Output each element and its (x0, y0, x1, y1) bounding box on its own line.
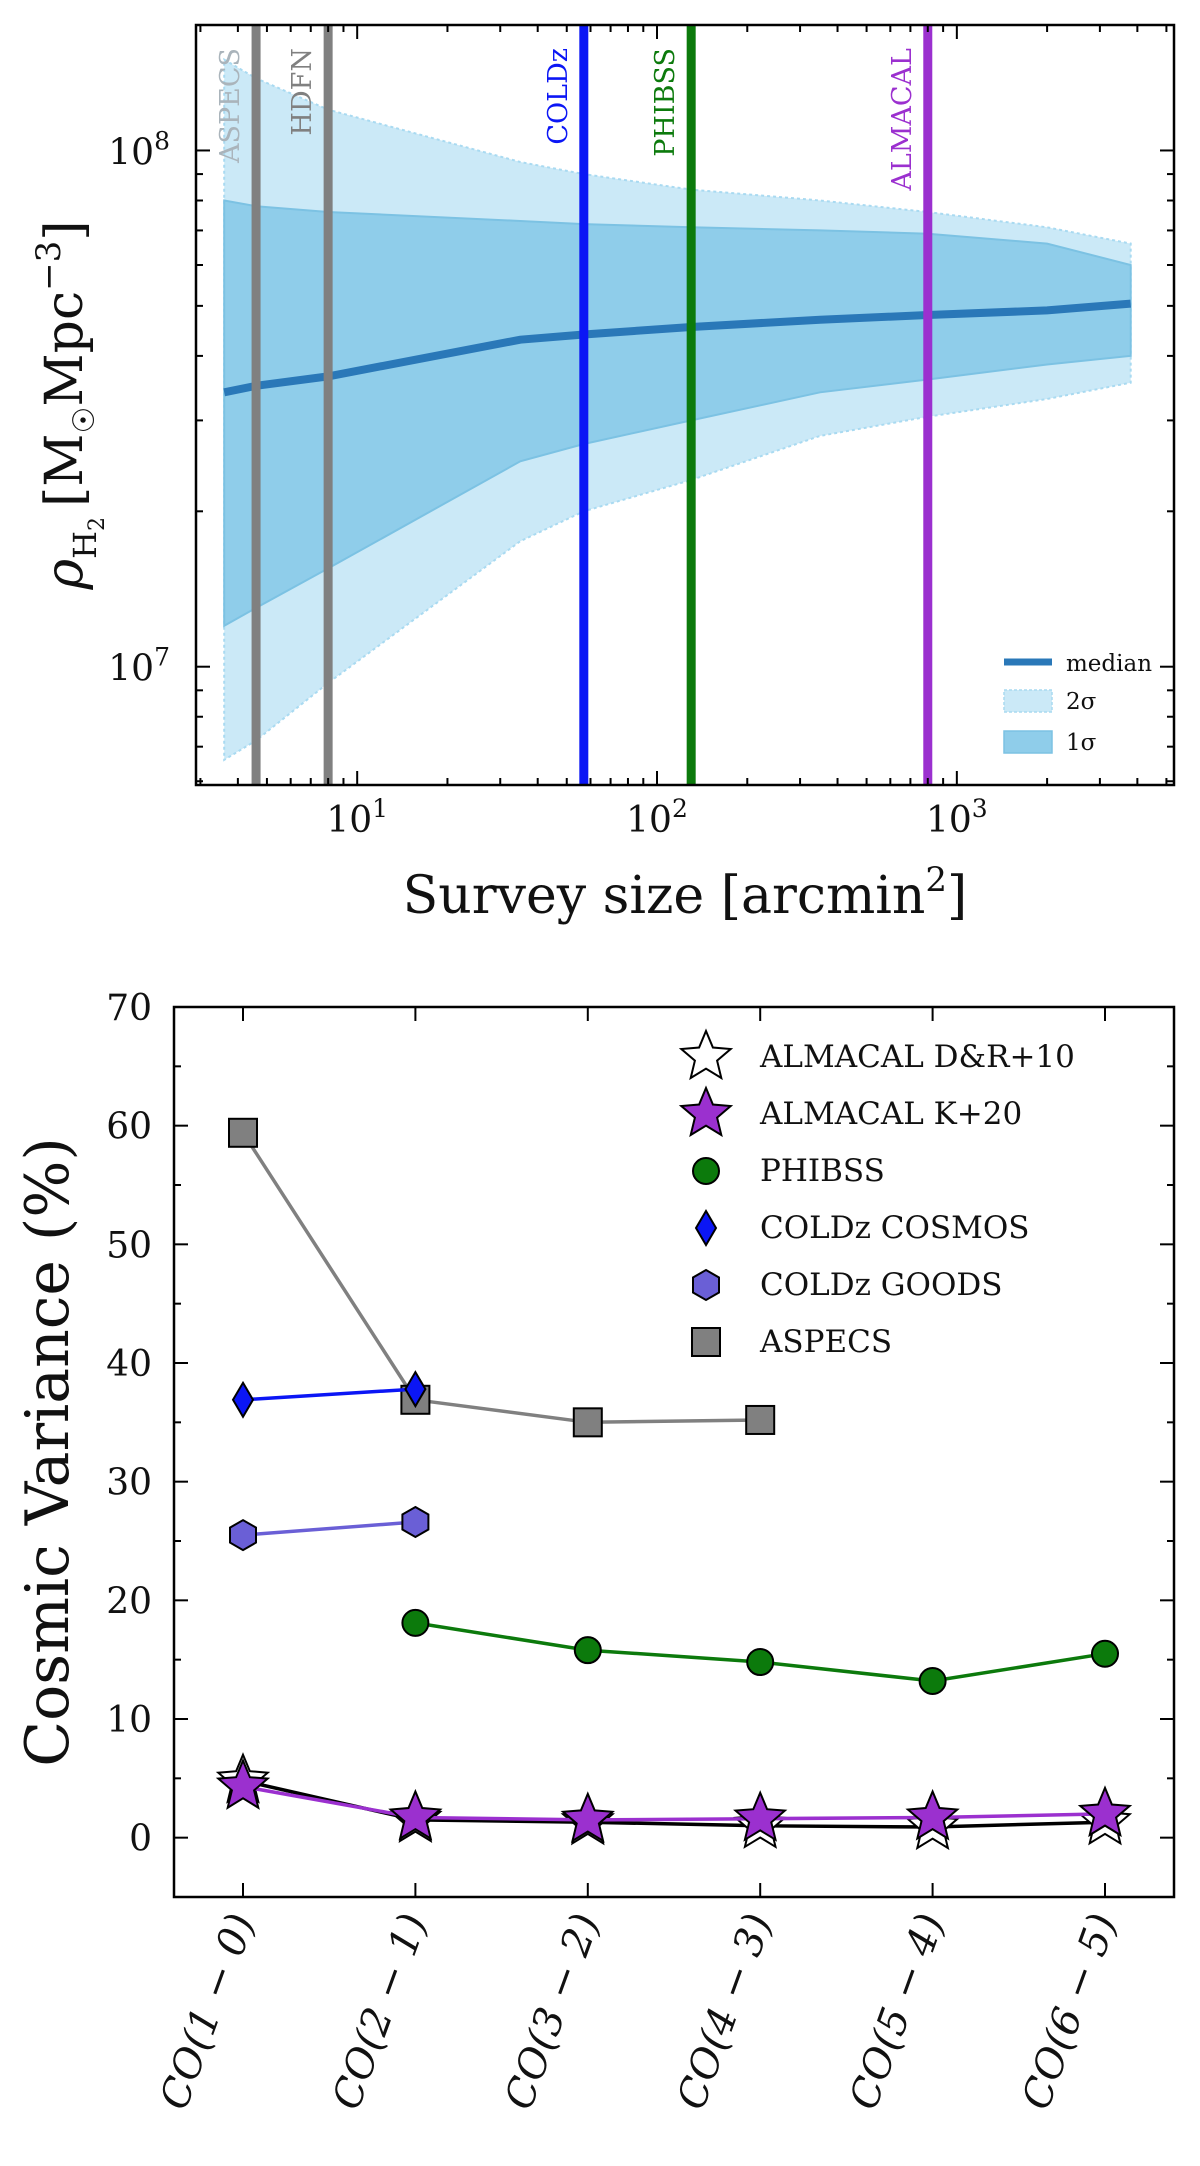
legend-marker-coldz-goods (692, 1268, 720, 1302)
point-coldz-cosmos (231, 1380, 255, 1419)
top-x-tick-label: 101 (326, 794, 388, 841)
top-x-tick-label: 103 (926, 794, 988, 841)
series-line-almacal-k-20 (242, 1784, 1106, 1822)
bottom-x-tick-labels: CO(1 − 0) CO(2 − 1) CO(3 − 2) CO(4 − 3) … (151, 1908, 1126, 2116)
bottom-y-tick-labels: 0 10 20 30 40 50 60 70 (106, 988, 152, 1860)
survey-label-coldz: COLDz (543, 48, 574, 145)
top-plot-area (223, 25, 1132, 785)
point-almacal-k-20 (560, 1791, 615, 1844)
legend-median-label: median (1066, 651, 1152, 677)
top-y-tick-label: 108 (108, 126, 170, 173)
point-aspecs (745, 1404, 776, 1435)
legend-2sigma-label: 2σ (1066, 689, 1097, 715)
legend-label-coldz-cosmos: COLDz COSMOS (760, 1210, 1030, 1246)
bottom-x-tick-label: CO(1 − 0) (151, 1908, 264, 2116)
point-phibss (746, 1648, 775, 1677)
legend-marker-aspecs (691, 1327, 721, 1357)
top-panel-density-vs-survey-size: 101 102 103 107 108 Survey size [arcmin2… (29, 23, 1176, 926)
bottom-panel-cosmic-variance: 0 10 20 30 40 50 60 70 CO(1 − 0) CO(2 − … (13, 988, 1176, 2116)
legend-label-aspecs: ASPECS (759, 1324, 892, 1360)
bottom-legend-markers (678, 1028, 734, 1357)
point-coldz-cosmos (404, 1370, 427, 1409)
legend-label-phibss: PHIBSS (760, 1153, 885, 1189)
bottom-plot-area (215, 1117, 1133, 1851)
survey-label-phibss: PHIBSS (650, 48, 681, 157)
point-phibss (1091, 1639, 1119, 1668)
point-almacal-k-20 (1077, 1785, 1133, 1838)
legend-2sigma-swatch (1003, 689, 1053, 713)
legend-label-coldz-goods: COLDz GOODS (760, 1267, 1002, 1303)
top-x-axis-label: Survey size [arcmin2] (403, 860, 968, 926)
legend-marker-coldz-cosmos (694, 1209, 718, 1247)
survey-label-almacal: ALMACAL (887, 48, 918, 192)
bottom-x-tick-label: CO(6 − 5) (1013, 1908, 1126, 2116)
bottom-x-tick-label: CO(2 − 1) (324, 1908, 437, 2116)
bottom-y-tick-label: 30 (106, 1463, 152, 1504)
point-aspecs (572, 1407, 603, 1438)
survey-label-hdfn: HDFN (287, 48, 318, 136)
point-coldz-goods (229, 1518, 257, 1552)
bottom-y-tick-label: 60 (106, 1107, 152, 1148)
bottom-y-tick-label: 10 (106, 1700, 152, 1741)
point-almacal-k-20 (733, 1790, 788, 1842)
bottom-y-tick-label: 40 (106, 1344, 152, 1385)
legend-label-almacal-k20: ALMACAL K+20 (759, 1096, 1022, 1132)
legend-marker-almacal-d-r-10 (678, 1028, 734, 1081)
bottom-plot-frame (172, 1005, 1176, 1899)
bottom-x-tick-label: CO(5 − 4) (841, 1908, 954, 2116)
point-phibss (573, 1636, 602, 1665)
bottom-y-tick-label: 0 (129, 1819, 152, 1860)
bottom-y-tick-label: 50 (106, 1225, 152, 1266)
legend-label-almacal-dr10: ALMACAL D&R+10 (759, 1039, 1075, 1075)
point-phibss (401, 1608, 430, 1637)
survey-label-aspecs: ASPECS (215, 48, 246, 164)
median-line (223, 299, 1132, 397)
legend-marker-phibss (692, 1157, 720, 1185)
point-almacal-k-20 (215, 1757, 271, 1810)
legend-marker-almacal-k-20 (678, 1085, 734, 1138)
top-y-tick-label: 107 (108, 643, 170, 690)
point-aspecs (228, 1117, 258, 1148)
series-line-coldz-goods (242, 1520, 416, 1537)
bottom-x-tick-label: CO(4 − 3) (668, 1908, 781, 2116)
band-1sigma (223, 199, 1132, 628)
point-almacal-k-20 (905, 1788, 960, 1841)
series-line-coldz-cosmos (242, 1387, 416, 1402)
bottom-y-tick-label: 70 (106, 988, 152, 1029)
top-y-axis-label: ρH2[M☉Mpc−3] (29, 221, 110, 591)
top-x-tick-label: 102 (626, 794, 688, 841)
top-x-tick-labels: 101 102 103 (326, 794, 987, 841)
bottom-axis-ticks (174, 1006, 1174, 1898)
top-y-tick-labels: 107 108 (108, 126, 170, 689)
series-line-aspecs (241, 1131, 761, 1425)
survey-labels: ASPECS HDFN COLDz PHIBSS ALMACAL (215, 48, 918, 192)
top-plot-frame (194, 23, 1176, 787)
top-axis-ticks (196, 25, 1174, 785)
legend-1sigma-swatch (1003, 730, 1053, 754)
top-legend: median 2σ 1σ (1003, 651, 1152, 756)
bottom-legend: ALMACAL D&R+10 ALMACAL K+20 PHIBSS COLDz… (678, 1028, 1075, 1360)
bottom-y-axis-label: Cosmic Variance (%) (13, 1137, 83, 1766)
legend-1sigma-label: 1σ (1066, 730, 1097, 756)
point-phibss (918, 1667, 947, 1696)
point-almacal-k-20 (388, 1788, 443, 1841)
bottom-x-tick-label: CO(3 − 2) (496, 1908, 609, 2116)
bottom-y-tick-label: 20 (106, 1581, 152, 1622)
point-coldz-goods (401, 1505, 430, 1539)
